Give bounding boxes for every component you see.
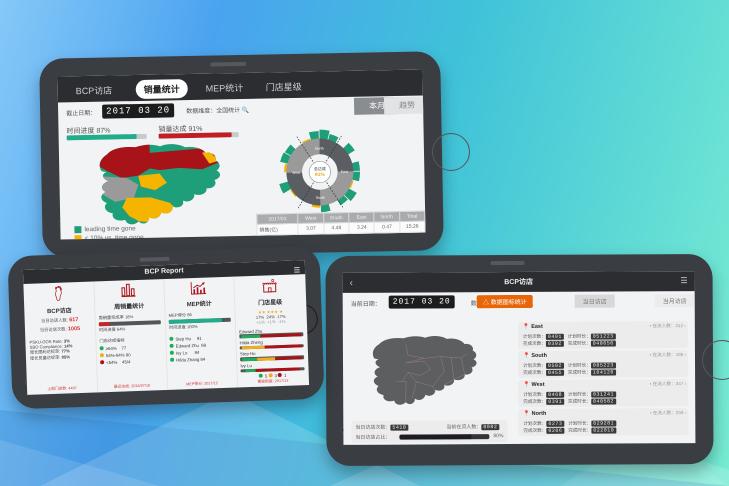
svg-text:91%: 91% xyxy=(315,172,326,178)
svg-text:West: West xyxy=(292,171,300,175)
svg-text:East: East xyxy=(341,170,348,174)
svg-text:North: North xyxy=(315,147,324,151)
svg-text:South: South xyxy=(316,196,325,200)
svg-text:总达成: 总达成 xyxy=(314,165,326,171)
